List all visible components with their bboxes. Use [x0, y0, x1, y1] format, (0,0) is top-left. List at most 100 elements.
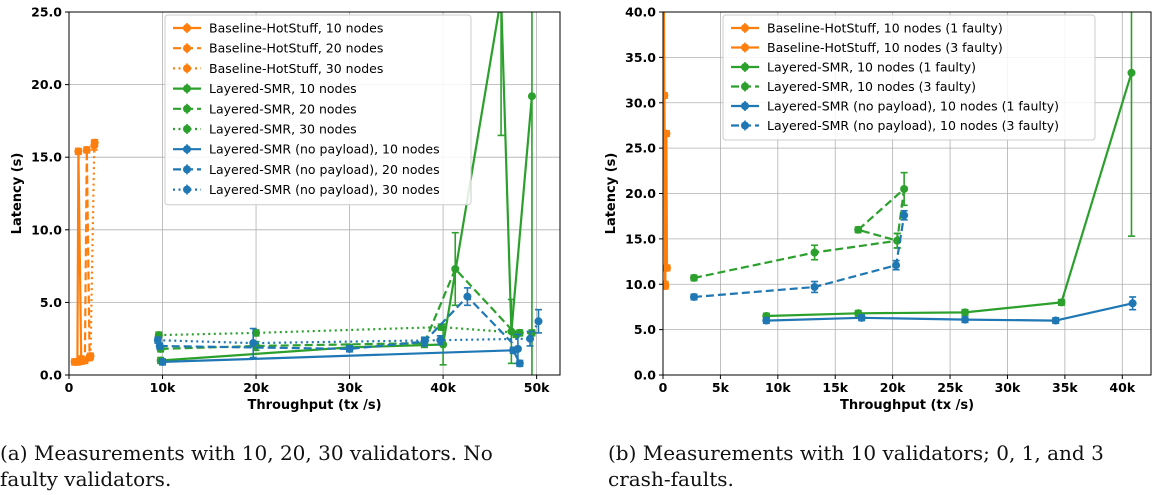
series-line — [160, 12, 533, 362]
y-tick-label: 25.0 — [625, 141, 656, 156]
data-point — [513, 344, 522, 353]
x-tick-label: 20k — [243, 380, 269, 395]
legend-label: Layered-SMR, 10 nodes (1 faulty) — [767, 60, 976, 75]
data-point — [857, 313, 866, 322]
legend-marker — [183, 64, 191, 73]
x-tick-label: 10k — [150, 380, 176, 395]
data-point — [527, 92, 536, 101]
caption-a: (a) Measurements with 10, 20, 30 validat… — [0, 440, 560, 492]
data-point — [345, 344, 354, 353]
legend-label: Baseline-HotStuff, 30 nodes — [209, 61, 383, 76]
legend-marker — [183, 44, 191, 53]
y-axis-label: Latency (s) — [10, 153, 25, 235]
data-point — [690, 292, 699, 301]
x-tick-label: 40k — [1109, 380, 1135, 395]
y-tick-label: 5.0 — [40, 295, 62, 310]
plot-area — [70, 12, 543, 375]
y-tick-label: 10.0 — [625, 277, 656, 292]
data-point — [252, 328, 261, 337]
data-point — [900, 184, 909, 193]
y-tick-label: 20.0 — [31, 77, 62, 92]
series-4 — [690, 171, 909, 282]
data-point — [1051, 316, 1060, 325]
series-line — [80, 148, 91, 363]
legend-label: Baseline-HotStuff, 10 nodes (3 faulty) — [767, 40, 1003, 55]
legend-marker — [741, 82, 749, 91]
data-point — [1127, 68, 1136, 77]
y-tick-label: 0.0 — [40, 368, 62, 383]
legend-label: Layered-SMR (no payload), 30 nodes — [209, 182, 440, 197]
data-point — [762, 316, 771, 325]
series-line — [89, 142, 96, 357]
legend-marker — [183, 165, 191, 174]
data-point — [90, 138, 99, 147]
data-point — [534, 317, 543, 326]
y-tick-label: 20.0 — [625, 186, 656, 201]
x-tick-label: 0 — [659, 380, 668, 395]
legend-label: Layered-SMR, 30 nodes — [209, 122, 357, 137]
legend-marker — [183, 24, 191, 32]
data-point — [74, 147, 83, 156]
legend-label: Baseline-HotStuff, 20 nodes — [209, 41, 383, 56]
series-6 — [690, 209, 909, 301]
y-tick-label: 5.0 — [634, 322, 656, 337]
legend-label: Layered-SMR, 20 nodes — [209, 101, 357, 116]
legend-marker — [741, 24, 749, 32]
data-point — [690, 273, 699, 282]
chart-panel-a: 0 10k 20k 30k 40k 50k 0.0 5.0 10.0 15.0 20.0 25.0 Th… — [10, 5, 561, 413]
x-tick-label: 30k — [337, 380, 363, 395]
x-tick-label: 0 — [65, 380, 74, 395]
caption-b-line-2: crash-faults. — [608, 467, 734, 491]
legend-label: Layered-SMR (no payload), 10 nodes (3 fa… — [767, 118, 1059, 133]
y-tick-label: 15.0 — [31, 150, 62, 165]
x-tick-label: 15k — [822, 380, 848, 395]
series-line — [664, 132, 669, 287]
caption-a-line-1: (a) Measurements with 10, 20, 30 validat… — [0, 441, 493, 465]
y-tick-label: 0.0 — [634, 368, 656, 383]
series-line — [693, 215, 906, 299]
data-point — [854, 225, 863, 234]
series-3 — [86, 138, 99, 361]
data-point — [663, 129, 671, 138]
series-line — [158, 326, 532, 337]
x-tick-label: 25k — [937, 380, 963, 395]
data-point — [526, 334, 535, 343]
legend-label: Layered-SMR (no payload), 10 nodes (1 fa… — [767, 99, 1059, 114]
data-point — [463, 292, 472, 301]
series-5 — [156, 231, 521, 353]
series-line — [74, 150, 83, 363]
legend-marker — [741, 63, 749, 71]
legend-marker — [183, 145, 191, 154]
data-point — [153, 336, 162, 345]
series-2 — [663, 129, 672, 291]
x-tick-label: 30k — [995, 380, 1021, 395]
legend-label: Layered-SMR (no payload), 10 nodes — [209, 142, 440, 157]
data-point — [660, 3, 668, 11]
data-point — [86, 352, 95, 361]
legend-box — [164, 14, 472, 206]
data-point — [1057, 298, 1066, 307]
data-point — [892, 261, 901, 270]
axes-frame — [68, 11, 561, 376]
legend-marker — [183, 185, 191, 194]
data-point — [810, 282, 819, 291]
series-9 — [153, 308, 543, 359]
legend-label: Baseline-HotStuff, 10 nodes (1 faulty) — [767, 21, 1003, 36]
y-tick-label: 15.0 — [625, 231, 656, 246]
x-tick-label: 5k — [712, 380, 730, 395]
x-axis-label: Throughput (tx /s) — [840, 398, 974, 413]
series-1 — [70, 147, 86, 366]
caption-a-line-2: faulty validators. — [0, 467, 172, 491]
x-tick-label: 10k — [765, 380, 791, 395]
legend-label: Layered-SMR, 10 nodes (3 faulty) — [767, 79, 976, 94]
x-axis-label: Throughput (tx /s) — [247, 398, 381, 413]
series-6 — [154, 323, 536, 340]
data-point — [663, 263, 672, 272]
data-point — [1128, 299, 1137, 308]
series-5 — [762, 296, 1137, 325]
x-tick-label: 40k — [430, 380, 456, 395]
data-point — [249, 339, 258, 348]
y-tick-label: 40.0 — [625, 5, 656, 20]
series-line — [157, 320, 540, 345]
